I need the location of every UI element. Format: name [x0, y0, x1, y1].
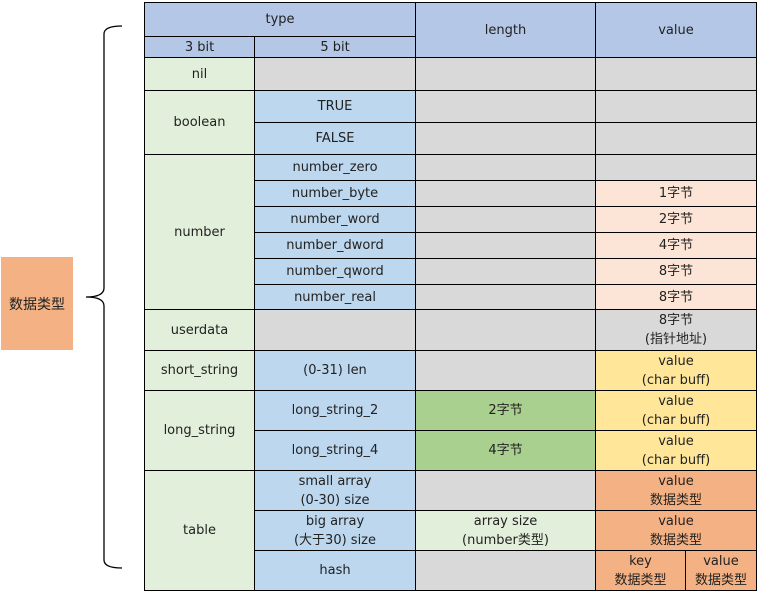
subtype-number-zero: number_zero	[254, 154, 416, 181]
empty-cell	[595, 57, 757, 91]
type-short-string: short_string	[144, 350, 255, 391]
header-type: type	[144, 2, 416, 37]
empty-cell	[595, 90, 757, 123]
value-number-word: 2字节	[595, 206, 757, 233]
value-small-array: value 数据类型	[595, 470, 757, 511]
empty-cell	[254, 309, 416, 351]
subtype-number-real: number_real	[254, 284, 416, 310]
value-number-dword: 4字节	[595, 232, 757, 259]
subtype-short-string-len: (0-31) len	[254, 350, 416, 391]
subtype-number-qword: number_qword	[254, 258, 416, 285]
value-number-real: 8字节	[595, 284, 757, 310]
empty-cell	[415, 232, 596, 259]
header-value: value	[595, 2, 757, 58]
value-short-string: value (char buff)	[595, 350, 757, 391]
empty-cell	[415, 284, 596, 310]
empty-cell	[415, 550, 596, 591]
hash-value: value 数据类型	[685, 550, 757, 591]
empty-cell	[415, 90, 596, 123]
empty-cell	[415, 350, 596, 391]
header-length: length	[415, 2, 596, 58]
subtype-long-string-2: long_string_2	[254, 390, 416, 431]
value-long-string-4: value (char buff)	[595, 430, 757, 471]
hash-key: key 数据类型	[595, 550, 686, 591]
subtype-number-word: number_word	[254, 206, 416, 233]
type-boolean: boolean	[144, 90, 255, 155]
type-long-string: long_string	[144, 390, 255, 471]
value-long-string-2: value (char buff)	[595, 390, 757, 431]
empty-cell	[415, 154, 596, 181]
subtype-big-array: big array (大于30) size	[254, 510, 416, 551]
empty-cell	[415, 180, 596, 207]
length-big-array: array size (number类型)	[415, 510, 596, 551]
type-userdata: userdata	[144, 309, 255, 351]
header-3bit: 3 bit	[144, 36, 255, 58]
subtype-number-dword: number_dword	[254, 232, 416, 259]
empty-cell	[415, 57, 596, 91]
empty-cell	[415, 470, 596, 511]
empty-cell	[595, 122, 757, 155]
subtype-hash: hash	[254, 550, 416, 591]
subtype-small-array: small array (0-30) size	[254, 470, 416, 511]
value-number-byte: 1字节	[595, 180, 757, 207]
subtype-false: FALSE	[254, 122, 416, 155]
empty-cell	[595, 154, 757, 181]
empty-cell	[415, 258, 596, 285]
type-number: number	[144, 154, 255, 310]
header-5bit: 5 bit	[254, 36, 416, 58]
empty-cell	[415, 309, 596, 351]
length-long-string-4: 4字节	[415, 430, 596, 471]
value-userdata: 8字节 (指针地址)	[595, 309, 757, 351]
empty-cell	[415, 206, 596, 233]
length-long-string-2: 2字节	[415, 390, 596, 431]
subtype-long-string-4: long_string_4	[254, 430, 416, 471]
value-big-array: value 数据类型	[595, 510, 757, 551]
subtype-number-byte: number_byte	[254, 180, 416, 207]
subtype-true: TRUE	[254, 90, 416, 123]
type-table: table	[144, 470, 255, 591]
type-nil: nil	[144, 57, 255, 91]
data-type-label: 数据类型	[1, 257, 73, 350]
empty-cell	[415, 122, 596, 155]
empty-cell	[254, 57, 416, 91]
value-number-qword: 8字节	[595, 258, 757, 285]
brace-icon	[85, 25, 123, 569]
